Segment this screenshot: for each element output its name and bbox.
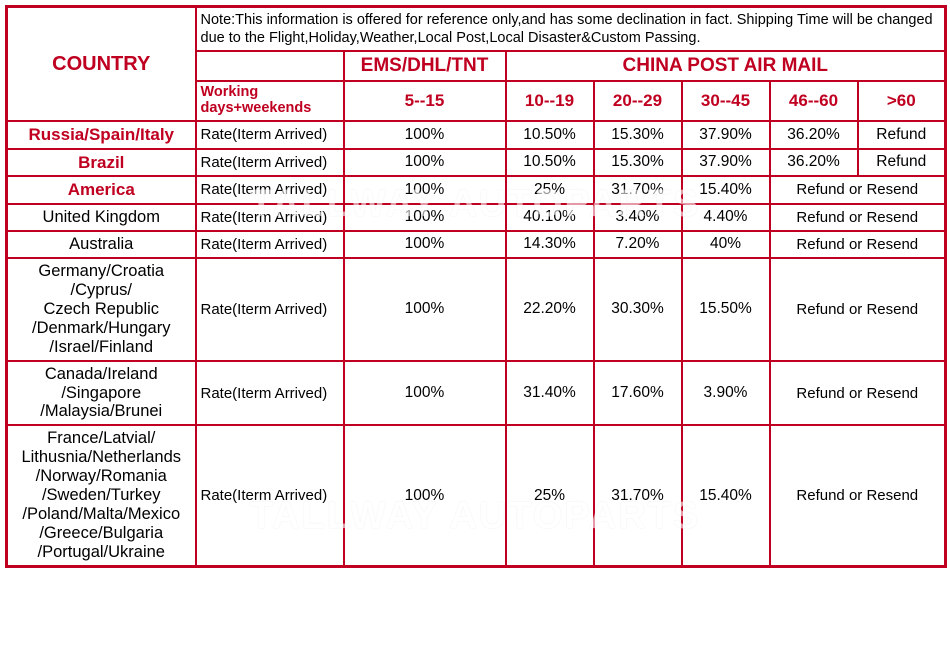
country-cell: Russia/Spain/Italy	[7, 121, 196, 149]
value-cell: Refund	[858, 149, 946, 177]
value-cell: 22.20%	[506, 258, 594, 361]
value-cell: 25%	[506, 425, 594, 566]
value-cell: 37.90%	[682, 121, 770, 149]
value-cell: 15.30%	[594, 121, 682, 149]
value-cell: 36.20%	[770, 121, 858, 149]
hdr-r3: 20--29	[594, 81, 682, 121]
rate-label: Rate(Iterm Arrived)	[196, 361, 344, 426]
country-cell: United Kingdom	[7, 204, 196, 231]
shipping-table: COUNTRY Note:This information is offered…	[5, 5, 947, 568]
table-row: France/Latvial/Lithusnia/Netherlands/Nor…	[7, 425, 946, 566]
refund-cell: Refund or Resend	[770, 204, 946, 231]
value-cell: 100%	[344, 121, 506, 149]
note-text: Note:This information is offered for ref…	[196, 7, 946, 52]
table-row: Canada/Ireland/Singapore/Malaysia/Brunei…	[7, 361, 946, 426]
rate-label: Rate(Iterm Arrived)	[196, 176, 344, 204]
value-cell: 100%	[344, 231, 506, 258]
value-cell: 100%	[344, 149, 506, 177]
hdr-country: COUNTRY	[7, 7, 196, 122]
hdr-r6: >60	[858, 81, 946, 121]
table-row: AustraliaRate(Iterm Arrived)100%14.30%7.…	[7, 231, 946, 258]
value-cell: 17.60%	[594, 361, 682, 426]
value-cell: 31.70%	[594, 176, 682, 204]
value-cell: 4.40%	[682, 204, 770, 231]
hdr-r5: 46--60	[770, 81, 858, 121]
value-cell: 15.50%	[682, 258, 770, 361]
refund-cell: Refund or Resend	[770, 176, 946, 204]
table-row: Germany/Croatia/Cyprus/Czech Republic/De…	[7, 258, 946, 361]
refund-cell: Refund or Resend	[770, 425, 946, 566]
hdr-r1: 5--15	[344, 81, 506, 121]
value-cell: 3.90%	[682, 361, 770, 426]
value-cell: 40.10%	[506, 204, 594, 231]
refund-cell: Refund or Resend	[770, 258, 946, 361]
rate-label: Rate(Iterm Arrived)	[196, 149, 344, 177]
value-cell: 25%	[506, 176, 594, 204]
table-row: United KingdomRate(Iterm Arrived)100%40.…	[7, 204, 946, 231]
value-cell: 7.20%	[594, 231, 682, 258]
hdr-r4: 30--45	[682, 81, 770, 121]
value-cell: 31.40%	[506, 361, 594, 426]
value-cell: 100%	[344, 361, 506, 426]
rate-label: Rate(Iterm Arrived)	[196, 258, 344, 361]
value-cell: 40%	[682, 231, 770, 258]
hdr-r2: 10--19	[506, 81, 594, 121]
country-cell: Brazil	[7, 149, 196, 177]
table-row: Russia/Spain/ItalyRate(Iterm Arrived)100…	[7, 121, 946, 149]
value-cell: 31.70%	[594, 425, 682, 566]
country-cell: America	[7, 176, 196, 204]
country-cell: Australia	[7, 231, 196, 258]
value-cell: 36.20%	[770, 149, 858, 177]
value-cell: 37.90%	[682, 149, 770, 177]
table-row: BrazilRate(Iterm Arrived)100%10.50%15.30…	[7, 149, 946, 177]
rate-label: Rate(Iterm Arrived)	[196, 204, 344, 231]
value-cell: 14.30%	[506, 231, 594, 258]
rate-label: Rate(Iterm Arrived)	[196, 231, 344, 258]
value-cell: 100%	[344, 204, 506, 231]
hdr-empty	[196, 51, 344, 81]
value-cell: 15.40%	[682, 425, 770, 566]
country-cell: Canada/Ireland/Singapore/Malaysia/Brunei	[7, 361, 196, 426]
value-cell: 15.30%	[594, 149, 682, 177]
country-cell: France/Latvial/Lithusnia/Netherlands/Nor…	[7, 425, 196, 566]
table-row: AmericaRate(Iterm Arrived)100%25%31.70%1…	[7, 176, 946, 204]
value-cell: 15.40%	[682, 176, 770, 204]
refund-cell: Refund or Resend	[770, 361, 946, 426]
value-cell: 10.50%	[506, 149, 594, 177]
value-cell: 100%	[344, 176, 506, 204]
rate-label: Rate(Iterm Arrived)	[196, 425, 344, 566]
hdr-wd: Workingdays+weekends	[196, 81, 344, 121]
value-cell: 10.50%	[506, 121, 594, 149]
country-cell: Germany/Croatia/Cyprus/Czech Republic/De…	[7, 258, 196, 361]
value-cell: 100%	[344, 425, 506, 566]
value-cell: 30.30%	[594, 258, 682, 361]
hdr-ems: EMS/DHL/TNT	[344, 51, 506, 81]
value-cell: 100%	[344, 258, 506, 361]
value-cell: Refund	[858, 121, 946, 149]
value-cell: 3.40%	[594, 204, 682, 231]
rate-label: Rate(Iterm Arrived)	[196, 121, 344, 149]
refund-cell: Refund or Resend	[770, 231, 946, 258]
hdr-cpam: CHINA POST AIR MAIL	[506, 51, 946, 81]
